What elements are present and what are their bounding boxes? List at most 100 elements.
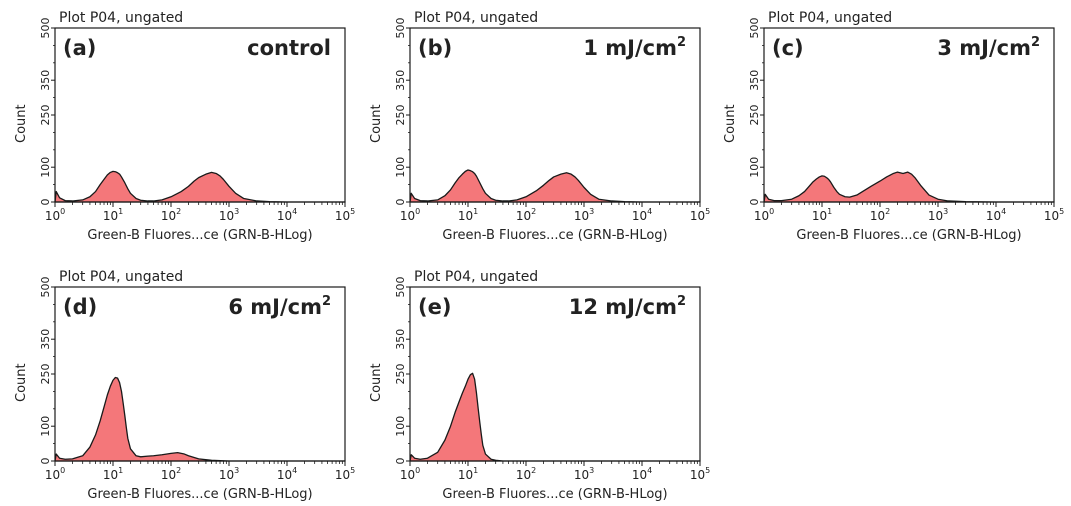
x-tick-label: 105 — [1044, 207, 1064, 223]
condition-text: 6 mJ/cm — [228, 295, 322, 319]
y-tick-label: 250 — [394, 364, 407, 385]
y-axis-title: Count — [723, 104, 738, 143]
y-tick-label: 100 — [748, 157, 761, 178]
y-tick-label: 0 — [39, 458, 52, 465]
y-tick-label: 350 — [39, 329, 52, 350]
x-tick-label: 100 — [45, 466, 65, 482]
y-tick-label: 100 — [394, 416, 407, 437]
x-axis-title: Green-B Fluores...ce (GRN-B-HLog) — [87, 228, 312, 243]
x-tick-base: 10 — [277, 468, 292, 482]
x-tick-label: 101 — [103, 466, 123, 482]
x-tick-base: 10 — [161, 468, 176, 482]
y-tick-label: 500 — [39, 277, 52, 298]
y-tick-label: 350 — [748, 70, 761, 91]
x-tick-label: 105 — [335, 207, 355, 223]
x-tick-label: 104 — [277, 466, 297, 482]
x-tick-base: 10 — [632, 209, 647, 223]
panel-letter: (b) — [418, 36, 452, 60]
x-tick-label: 103 — [219, 207, 239, 223]
x-axis-title: Green-B Fluores...ce (GRN-B-HLog) — [442, 228, 667, 243]
x-axis-title: Green-B Fluores...ce (GRN-B-HLog) — [87, 487, 312, 502]
x-tick-exponent: 1 — [473, 207, 478, 216]
condition-text: control — [247, 36, 331, 60]
x-tick-base: 10 — [458, 468, 473, 482]
y-tick-label: 350 — [39, 70, 52, 91]
x-tick-exponent: 2 — [176, 466, 181, 475]
x-tick-exponent: 1 — [118, 466, 123, 475]
x-tick-exponent: 2 — [176, 207, 181, 216]
x-tick-exponent: 5 — [705, 466, 710, 475]
y-axis-title: Count — [14, 363, 29, 402]
x-tick-exponent: 3 — [234, 466, 239, 475]
x-tick-base: 10 — [277, 209, 292, 223]
x-tick-base: 10 — [690, 209, 705, 223]
x-tick-base: 10 — [400, 468, 415, 482]
histogram-area — [763, 171, 1055, 203]
x-tick-base: 10 — [986, 209, 1001, 223]
plot-header: Plot P04, ungated — [768, 10, 892, 26]
x-tick-label: 103 — [219, 466, 239, 482]
x-tick-exponent: 3 — [589, 466, 594, 475]
x-tick-exponent: 2 — [885, 207, 890, 216]
y-tick-label: 250 — [748, 105, 761, 126]
condition-text: 1 mJ/cm — [583, 36, 677, 60]
y-tick-label: 0 — [39, 199, 52, 206]
y-tick-label: 500 — [394, 18, 407, 39]
x-tick-base: 10 — [103, 209, 118, 223]
condition-superscript: 2 — [1031, 35, 1040, 50]
y-tick-label: 500 — [394, 277, 407, 298]
x-tick-exponent: 5 — [1059, 207, 1064, 216]
x-tick-label: 103 — [928, 207, 948, 223]
x-tick-label: 101 — [458, 466, 478, 482]
condition-text: 12 mJ/cm — [569, 295, 677, 319]
x-tick-exponent: 3 — [589, 207, 594, 216]
x-tick-label: 105 — [335, 466, 355, 482]
condition-label: 1 mJ/cm2 — [583, 35, 686, 60]
x-tick-label: 102 — [516, 466, 536, 482]
condition-label: 3 mJ/cm2 — [937, 35, 1040, 60]
y-tick-label: 0 — [394, 458, 407, 465]
x-axis-title: Green-B Fluores...ce (GRN-B-HLog) — [796, 228, 1021, 243]
condition-superscript: 2 — [677, 294, 686, 309]
y-tick-label: 500 — [748, 18, 761, 39]
x-tick-base: 10 — [219, 468, 234, 482]
x-tick-base: 10 — [870, 209, 885, 223]
x-tick-label: 103 — [574, 466, 594, 482]
x-tick-base: 10 — [400, 209, 415, 223]
x-tick-label: 103 — [574, 207, 594, 223]
x-tick-label: 102 — [870, 207, 890, 223]
x-tick-exponent: 4 — [292, 207, 297, 216]
x-tick-base: 10 — [1044, 209, 1059, 223]
x-tick-label: 104 — [632, 207, 652, 223]
x-tick-base: 10 — [45, 468, 60, 482]
x-tick-exponent: 0 — [60, 466, 65, 475]
x-tick-base: 10 — [103, 468, 118, 482]
panel-letter: (d) — [63, 295, 97, 319]
x-tick-label: 102 — [161, 207, 181, 223]
x-tick-label: 100 — [400, 207, 420, 223]
condition-label: 12 mJ/cm2 — [569, 294, 686, 319]
x-tick-label: 102 — [516, 207, 536, 223]
x-tick-exponent: 1 — [118, 207, 123, 216]
y-tick-label: 350 — [394, 70, 407, 91]
y-tick-label: 250 — [394, 105, 407, 126]
x-tick-base: 10 — [754, 209, 769, 223]
x-tick-exponent: 5 — [350, 466, 355, 475]
x-tick-base: 10 — [812, 209, 827, 223]
x-tick-base: 10 — [335, 209, 350, 223]
x-tick-exponent: 4 — [292, 466, 297, 475]
histogram-area — [54, 170, 346, 203]
condition-label: control — [247, 36, 331, 60]
plot-header: Plot P04, ungated — [59, 10, 183, 26]
condition-label: 6 mJ/cm2 — [228, 294, 331, 319]
x-tick-base: 10 — [161, 209, 176, 223]
x-axis-title: Green-B Fluores...ce (GRN-B-HLog) — [442, 487, 667, 502]
x-tick-label: 101 — [812, 207, 832, 223]
x-tick-base: 10 — [690, 468, 705, 482]
x-tick-exponent: 4 — [647, 207, 652, 216]
